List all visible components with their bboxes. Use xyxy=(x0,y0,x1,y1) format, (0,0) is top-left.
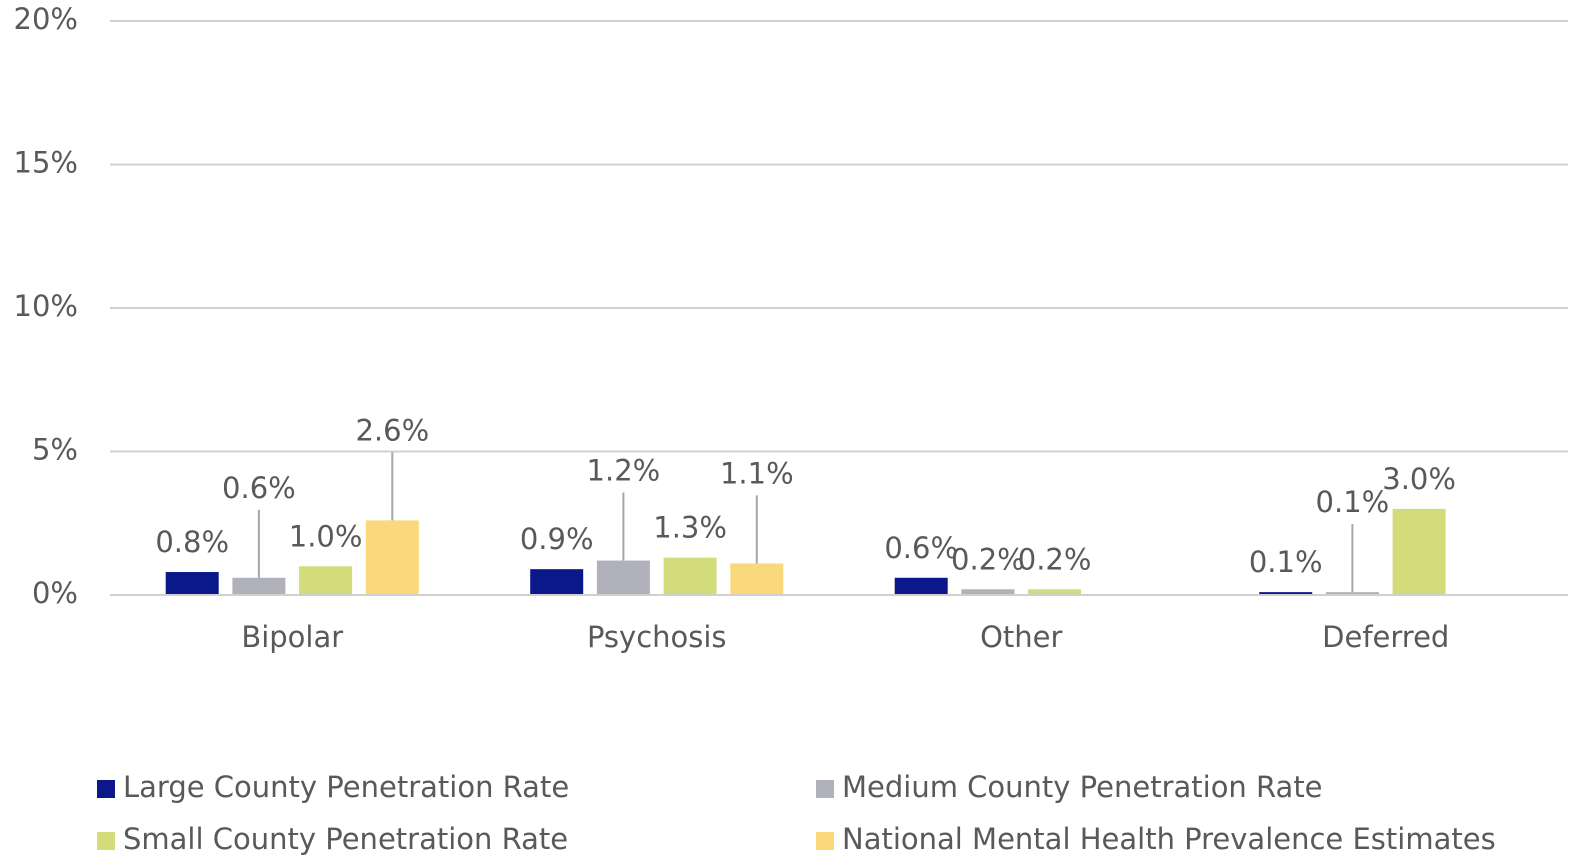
bar xyxy=(165,572,219,595)
data-label: 0.2% xyxy=(1018,542,1092,576)
data-label: 0.8% xyxy=(155,525,229,559)
bar xyxy=(232,577,286,595)
data-label: 0.1% xyxy=(1316,485,1390,519)
y-tick-label: 15% xyxy=(14,146,78,180)
legend-label: Large County Penetration Rate xyxy=(123,770,569,804)
bar xyxy=(365,520,419,595)
data-label: 1.3% xyxy=(653,511,727,545)
bar xyxy=(1392,508,1446,595)
bar xyxy=(1325,592,1379,595)
data-label: 1.2% xyxy=(587,454,661,488)
bar xyxy=(961,589,1015,595)
legend-label: National Mental Health Prevalence Estima… xyxy=(842,822,1496,856)
data-label: 0.6% xyxy=(222,471,296,505)
data-label: 1.1% xyxy=(720,456,794,490)
bar xyxy=(1259,592,1313,595)
data-label: 1.0% xyxy=(289,519,363,553)
data-label: 0.9% xyxy=(520,522,594,556)
legend-swatch xyxy=(816,832,834,850)
data-label: 0.2% xyxy=(951,542,1025,576)
bar xyxy=(1028,589,1082,595)
bar xyxy=(730,563,784,595)
legend-label: Small County Penetration Rate xyxy=(123,822,568,856)
data-label: 3.0% xyxy=(1382,462,1456,496)
y-tick-label: 20% xyxy=(14,2,78,36)
bar xyxy=(894,577,948,595)
y-tick-label: 10% xyxy=(14,289,78,323)
bar xyxy=(663,557,717,595)
legend-swatch xyxy=(97,780,115,798)
legend-swatch xyxy=(97,832,115,850)
x-tick-label: Bipolar xyxy=(241,620,343,654)
x-tick-label: Psychosis xyxy=(587,620,727,654)
legend-swatch xyxy=(816,780,834,798)
bar xyxy=(530,569,584,595)
legend-label: Medium County Penetration Rate xyxy=(842,770,1323,804)
x-tick-label: Deferred xyxy=(1322,620,1449,654)
data-label: 2.6% xyxy=(355,413,429,447)
bar xyxy=(596,560,650,595)
y-tick-label: 5% xyxy=(32,433,78,467)
data-label: 0.6% xyxy=(884,531,958,565)
bar xyxy=(299,566,353,595)
data-label: 0.1% xyxy=(1249,545,1323,579)
y-tick-label: 0% xyxy=(32,576,78,610)
x-tick-label: Other xyxy=(980,620,1062,654)
